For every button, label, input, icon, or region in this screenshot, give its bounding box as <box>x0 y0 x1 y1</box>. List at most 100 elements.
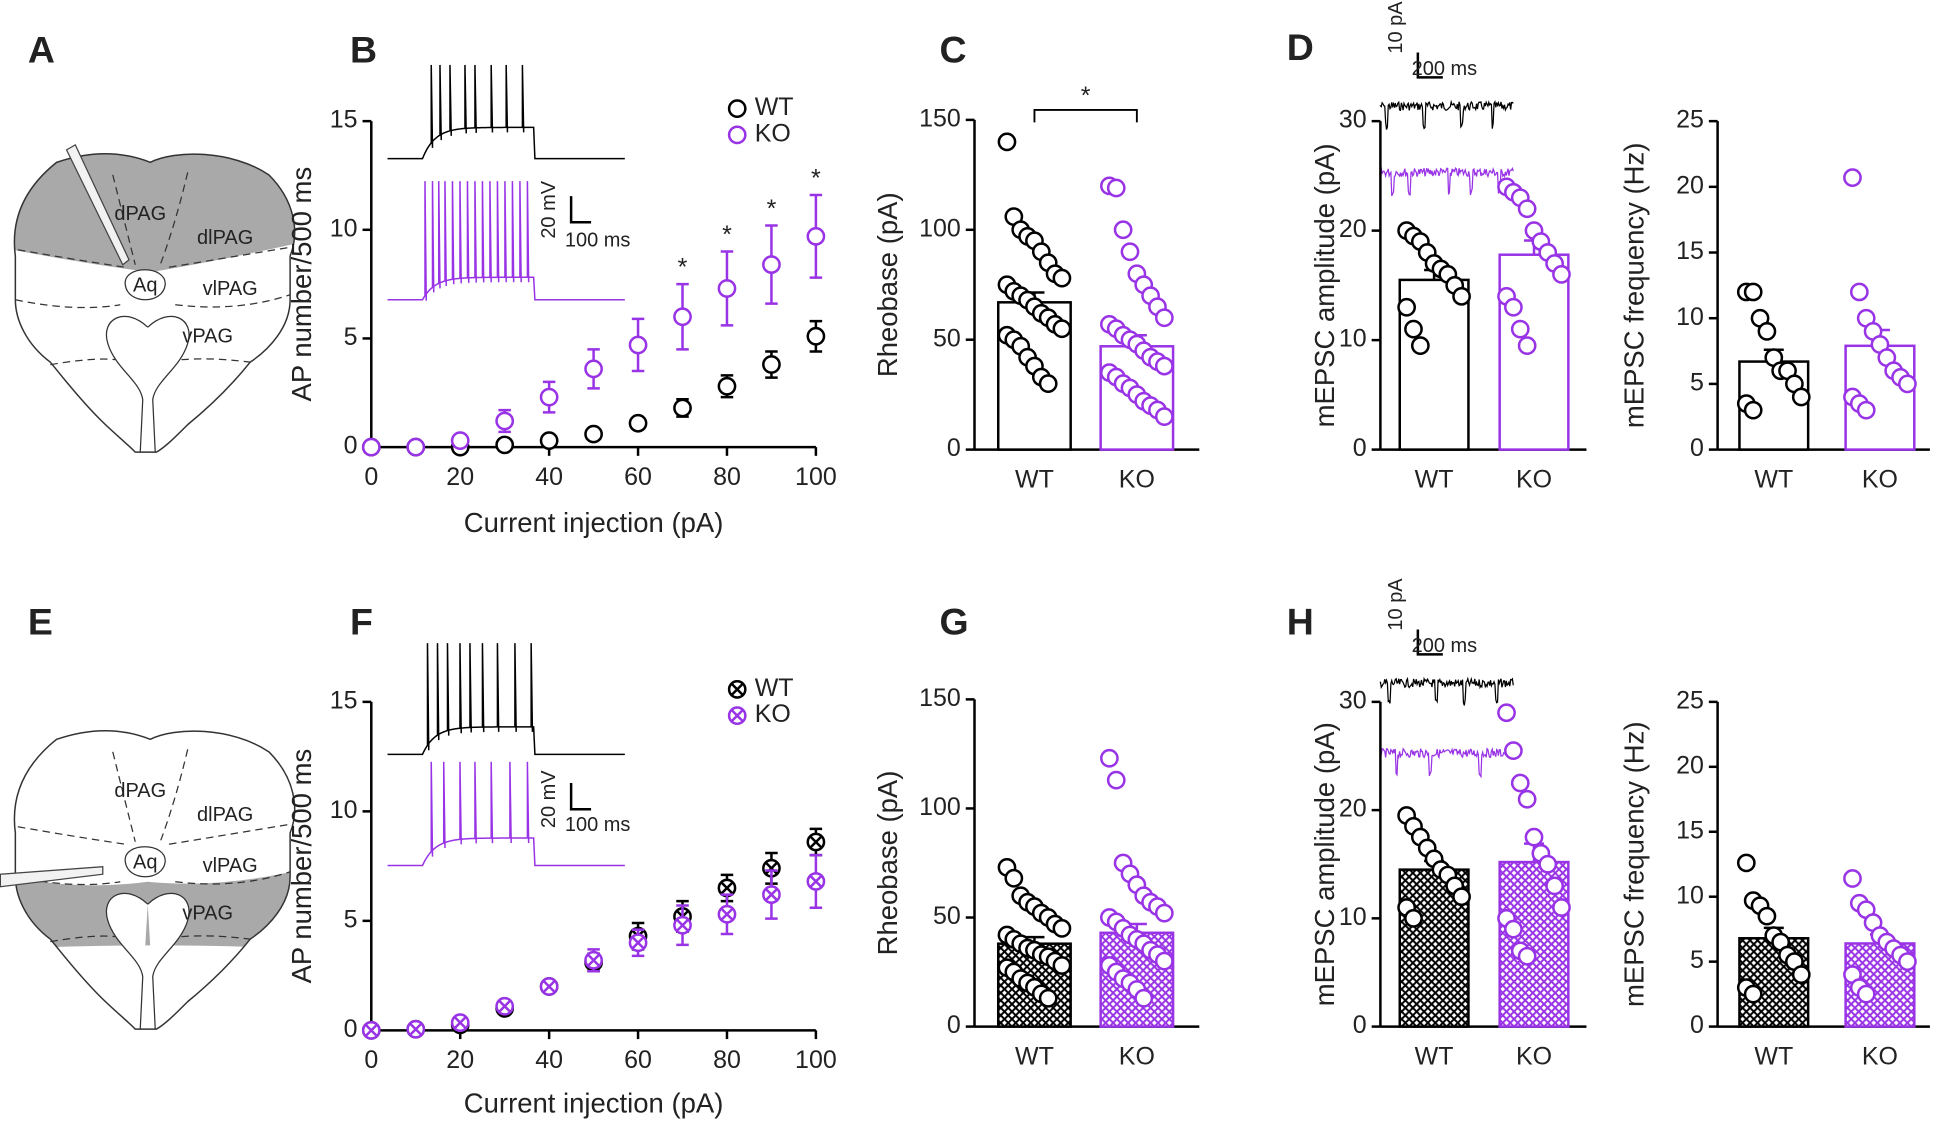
y-tick-label: 20 <box>1339 795 1367 823</box>
y-tick-label: 150 <box>919 104 961 132</box>
y-tick-label: 100 <box>919 214 961 242</box>
scale-bar-label: 100 ms <box>565 229 630 251</box>
data-point-cross <box>453 1016 467 1030</box>
data-point <box>1154 356 1174 376</box>
x-tick-label: WT <box>1754 1042 1793 1070</box>
legend-label: WT <box>755 674 794 702</box>
y-tick-label: 25 <box>1676 686 1704 714</box>
scale-bar-label: 10 pA <box>1385 578 1407 631</box>
y-axis-label: Rheobase (pA) <box>872 771 903 956</box>
data-point <box>1052 919 1072 938</box>
data-point <box>361 437 381 457</box>
data-point <box>1843 168 1862 188</box>
y-axis-label: mEPSC amplitude (pA) <box>1309 143 1340 427</box>
data-point <box>406 437 426 457</box>
y-tick-label: 15 <box>1676 816 1704 844</box>
x-tick-label: 100 <box>795 463 837 491</box>
data-point-cross <box>409 1022 423 1036</box>
y-tick-label: 5 <box>344 323 358 351</box>
data-point <box>1510 319 1530 339</box>
x-axis-label: Current injection (pA) <box>464 507 724 538</box>
scale-bar-label: 10 pA <box>1385 1 1407 54</box>
region-label: vPAG <box>182 902 233 924</box>
data-point-cross <box>676 918 690 932</box>
data-point <box>1154 308 1174 328</box>
x-tick-label: WT <box>1015 1042 1054 1070</box>
data-point <box>1743 282 1763 302</box>
data-point <box>1100 748 1119 768</box>
data-point <box>1898 952 1917 972</box>
data-point <box>1134 988 1154 1008</box>
panel-letter: C <box>940 28 967 70</box>
data-point <box>1404 908 1423 928</box>
outline-fill <box>14 730 295 1030</box>
region-label: vlPAG <box>203 855 258 877</box>
data-point <box>1538 854 1558 874</box>
data-point <box>717 279 737 298</box>
x-tick-label: 80 <box>713 463 741 491</box>
shaded-region <box>14 153 295 273</box>
data-point <box>539 431 559 450</box>
data-point <box>1517 199 1537 219</box>
data-point-cross <box>720 881 734 895</box>
data-point <box>1497 703 1516 723</box>
panel-letter: G <box>940 600 969 642</box>
y-tick-label: 5 <box>1690 369 1704 397</box>
y-tick-label: 15 <box>1676 237 1704 265</box>
data-point <box>1517 336 1537 355</box>
legend-label: KO <box>755 119 791 147</box>
x-tick-label: 100 <box>795 1046 837 1074</box>
data-point <box>1452 887 1471 907</box>
data-point <box>1113 220 1133 240</box>
region-label: Aq <box>133 851 157 873</box>
y-tick-label: 0 <box>1690 434 1704 462</box>
y-tick-label: 0 <box>947 434 961 462</box>
region-boundary <box>15 876 121 886</box>
data-point <box>1452 286 1471 306</box>
data-point <box>1052 956 1072 975</box>
panel-letter: D <box>1287 26 1314 68</box>
legend-label: WT <box>755 93 794 121</box>
electrode <box>65 143 130 266</box>
region-label: vlPAG <box>203 278 258 300</box>
y-tick-label: 30 <box>1339 106 1367 134</box>
panel-letter: H <box>1287 600 1314 642</box>
y-tick-label: 0 <box>344 1015 358 1043</box>
example-trace <box>1379 676 1514 706</box>
scale-bar <box>569 196 592 224</box>
example-trace <box>387 643 625 756</box>
data-point <box>584 359 603 379</box>
data-point <box>628 413 648 433</box>
scale-bar-label: 200 ms <box>1412 635 1477 657</box>
brain-section: dPAG dlPAG Aq vlPAG vPAG <box>13 143 296 453</box>
x-tick-label: WT <box>1015 465 1054 493</box>
y-axis-label: mEPSC amplitude (pA) <box>1309 722 1340 1006</box>
data-point <box>1052 319 1072 339</box>
data-point <box>806 226 826 246</box>
data-point <box>1552 265 1571 284</box>
data-point <box>1524 827 1544 847</box>
data-point <box>1849 282 1869 302</box>
x-tick-label: KO <box>1862 465 1898 493</box>
data-point <box>1757 321 1777 341</box>
scale-bar <box>1416 52 1443 79</box>
legend-marker-cross <box>730 682 744 696</box>
y-tick-label: 15 <box>330 686 358 714</box>
y-tick-label: 10 <box>1676 881 1704 909</box>
data-point <box>1517 946 1537 966</box>
x-tick-label: KO <box>1862 1042 1898 1070</box>
aqueduct <box>124 846 166 878</box>
data-point <box>1106 770 1126 790</box>
y-axis-label: AP number/500 ms <box>286 167 317 402</box>
region-boundary <box>50 935 116 943</box>
data-point <box>1004 868 1024 888</box>
electrode <box>0 866 104 888</box>
region-boundary <box>181 358 251 363</box>
data-point <box>1843 869 1862 888</box>
scale-bar <box>569 783 592 811</box>
data-point <box>539 387 559 407</box>
data-point <box>1856 400 1876 420</box>
y-tick-label: 100 <box>919 793 961 821</box>
y-tick-label: 5 <box>344 905 358 933</box>
